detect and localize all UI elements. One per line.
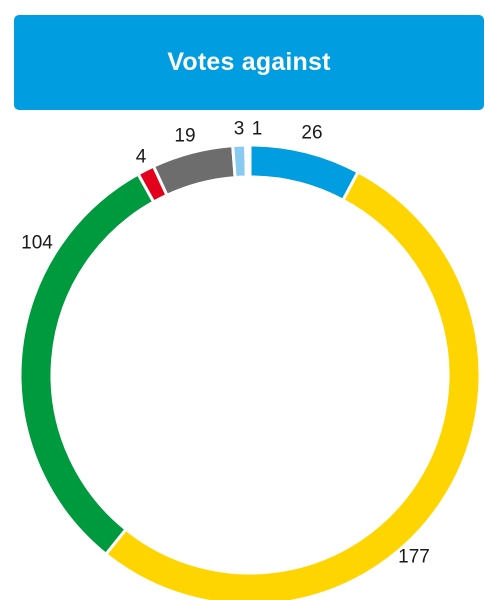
donut-slices <box>18 143 482 600</box>
chart-title-banner: Votes against <box>14 15 484 110</box>
donut-slice-19 <box>152 144 237 197</box>
donut-slice-177 <box>104 170 482 600</box>
donut-slice-104 <box>18 172 156 556</box>
slice-value-label: 177 <box>398 547 430 568</box>
chart-title: Votes against <box>167 48 331 76</box>
slice-value-label: 1 <box>252 119 263 140</box>
donut-labels: 26 177 104 4 19 3 1 <box>21 119 430 568</box>
slice-value-label: 4 <box>136 147 147 168</box>
slice-value-label: 19 <box>174 126 195 147</box>
slice-value-label: 104 <box>21 233 53 254</box>
donut-slice-3 <box>231 143 248 180</box>
slice-value-label: 3 <box>234 119 245 140</box>
donut-slice-1 <box>244 143 252 179</box>
donut-slice-26 <box>248 143 360 202</box>
slice-value-label: 26 <box>301 123 322 144</box>
